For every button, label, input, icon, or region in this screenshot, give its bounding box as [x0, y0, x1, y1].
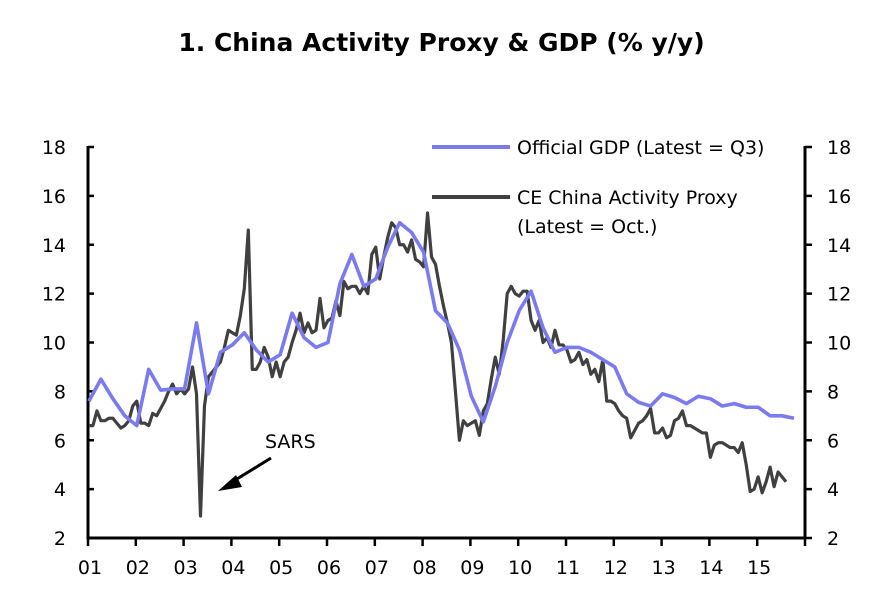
gdp-series-line	[87, 220, 795, 428]
x-tick-label: 03	[174, 557, 198, 579]
chart-title: 1. China Activity Proxy & GDP (% y/y)	[178, 28, 705, 57]
right-y-tick-label: 2	[827, 528, 839, 550]
sars-annotation: SARS	[265, 431, 316, 453]
right-y-tick-label: 10	[827, 333, 851, 355]
x-tick-label: 06	[317, 557, 341, 579]
x-tick-label: 13	[652, 557, 676, 579]
left-y-tick-label: 12	[42, 284, 66, 306]
right-y-tick-label: 16	[827, 186, 851, 208]
legend-label-proxy: CE China Activity Proxy	[517, 187, 738, 209]
right-y-tick-label: 18	[827, 137, 851, 159]
right-y-tick-label: 8	[827, 381, 839, 403]
x-tick-label: 15	[747, 557, 771, 579]
right-y-tick-label: 14	[827, 235, 851, 257]
x-tick-label: 05	[269, 557, 293, 579]
legend-label-proxy-line2: (Latest = Oct.)	[517, 216, 657, 238]
right-y-tick-label: 6	[827, 430, 839, 452]
x-tick-label: 04	[221, 557, 245, 579]
left-y-tick-label: 4	[54, 479, 66, 501]
x-tick-label: 12	[604, 557, 628, 579]
x-tick-label: 14	[699, 557, 723, 579]
x-tick-label: 02	[126, 557, 150, 579]
sars-arrow-shaft	[231, 456, 272, 484]
x-tick-label: 01	[78, 557, 102, 579]
left-y-tick-label: 10	[42, 333, 66, 355]
left-y-tick-label: 2	[54, 528, 66, 550]
sars-arrow-head	[218, 475, 242, 491]
left-y-tick-label: 18	[42, 137, 66, 159]
right-y-tick-label: 12	[827, 284, 851, 306]
left-y-tick-label: 6	[54, 430, 66, 452]
x-tick-label: 09	[460, 557, 484, 579]
left-y-tick-label: 8	[54, 381, 66, 403]
legend-label-gdp: Official GDP (Latest = Q3)	[517, 137, 764, 159]
x-tick-label: 11	[556, 557, 580, 579]
x-tick-label: 10	[508, 557, 532, 579]
proxy-series-line	[88, 211, 788, 518]
x-tick-label: 08	[413, 557, 437, 579]
right-y-tick-label: 4	[827, 479, 839, 501]
x-tick-label: 07	[365, 557, 389, 579]
left-y-tick-label: 16	[42, 186, 66, 208]
left-y-tick-label: 14	[42, 235, 66, 257]
